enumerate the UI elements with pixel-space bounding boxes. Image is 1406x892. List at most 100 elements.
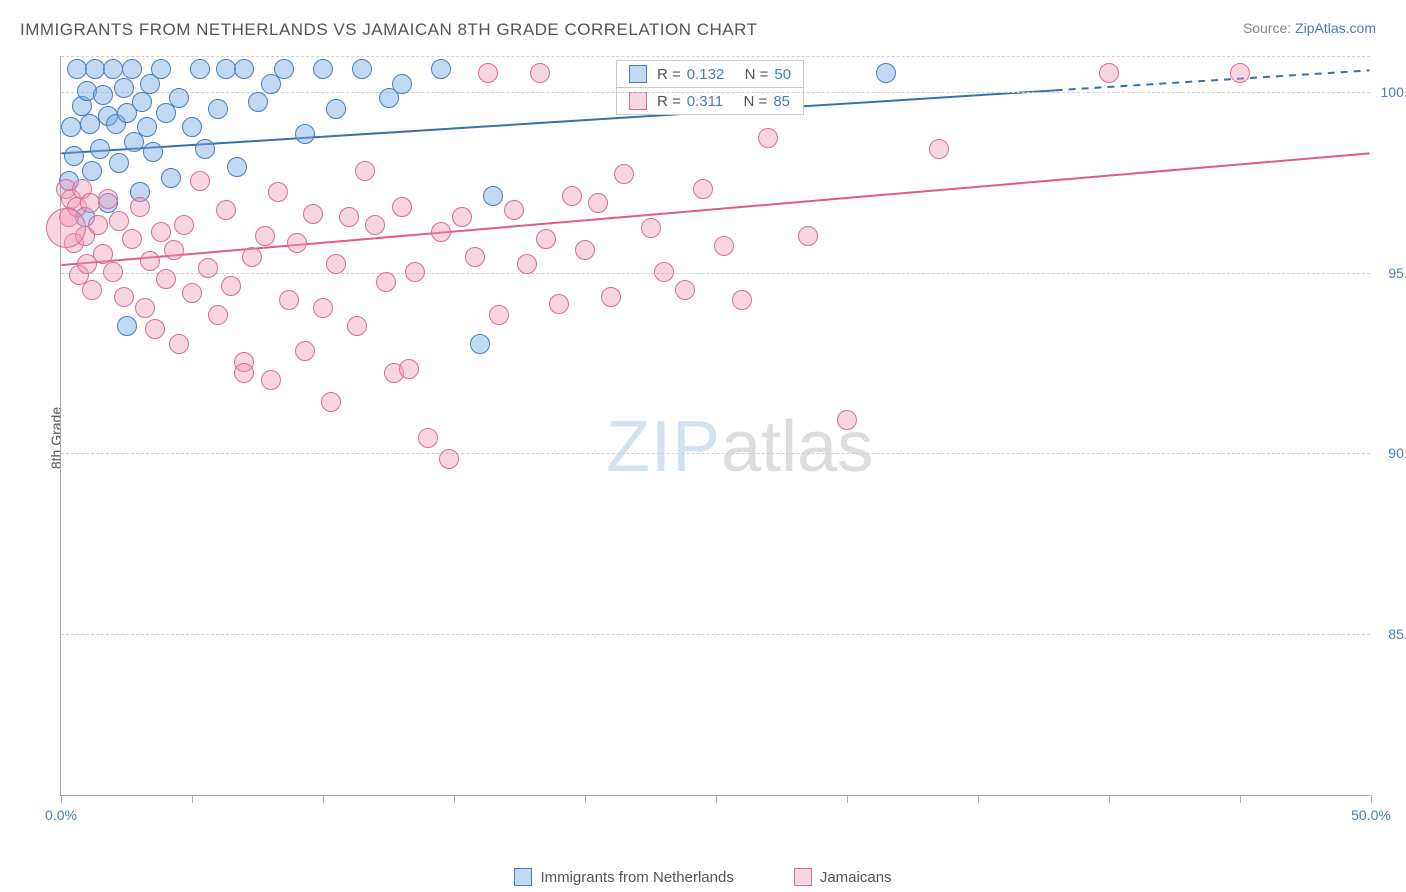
scatter-point [216,200,236,220]
scatter-point [46,208,86,248]
scatter-point [137,117,157,137]
scatter-point [279,290,299,310]
scatter-point [122,229,142,249]
scatter-point [641,218,661,238]
scatter-point [61,117,81,137]
scatter-point [132,92,152,112]
scatter-point [195,139,215,159]
chart-legend: Immigrants from Netherlands Jamaicans [0,868,1406,886]
gridline-h [61,56,1370,57]
series1-r-value: 0.132 [687,66,725,83]
legend-swatch-series2 [794,868,812,886]
scatter-point [365,215,385,235]
scatter-point [355,161,375,181]
scatter-point [255,226,275,246]
scatter-point [287,233,307,253]
scatter-point [1099,63,1119,83]
scatter-point [190,171,210,191]
scatter-point [405,262,425,282]
y-tick-label: 95.0% [1388,265,1406,281]
scatter-point [478,63,498,83]
scatter-point [122,59,142,79]
legend-label-series2: Jamaicans [820,869,892,886]
scatter-point [198,258,218,278]
scatter-point [88,215,108,235]
scatter-point [326,254,346,274]
scatter-point [347,316,367,336]
scatter-point [504,200,524,220]
scatter-point [929,139,949,159]
stats-row-series1: R = 0.132 N = 50 [617,61,803,87]
scatter-point [85,59,105,79]
scatter-point [227,157,247,177]
gridline-h [61,273,1370,274]
scatter-point [248,92,268,112]
scatter-point [216,59,236,79]
scatter-point [483,186,503,206]
scatter-point [837,410,857,430]
x-tick [585,795,586,803]
x-tick [192,795,193,803]
chart-title: IMMIGRANTS FROM NETHERLANDS VS JAMAICAN … [20,20,758,40]
source-link[interactable]: ZipAtlas.com [1295,20,1376,36]
scatter-point [93,85,113,105]
x-tick-label: 0.0% [45,807,77,823]
x-tick [454,795,455,803]
scatter-point [732,290,752,310]
scatter-point [313,59,333,79]
series2-swatch [629,92,647,110]
scatter-point [156,269,176,289]
scatter-point [117,316,137,336]
source-label: Source: [1243,20,1291,36]
stat-n-label: N = [744,93,768,110]
scatter-point [234,363,254,383]
scatter-point [714,236,734,256]
scatter-point [303,204,323,224]
scatter-point [675,280,695,300]
scatter-point [268,182,288,202]
scatter-point [295,341,315,361]
y-tick-label: 100.0% [1381,84,1406,100]
watermark: ZIPatlas [606,406,873,488]
scatter-point [182,117,202,137]
series2-n-value: 85 [773,93,790,110]
scatter-point [208,99,228,119]
scatter-point [164,240,184,260]
scatter-point [326,99,346,119]
scatter-point [143,142,163,162]
gridline-h [61,453,1370,454]
scatter-point [439,449,459,469]
scatter-point [313,298,333,318]
watermark-part1: ZIP [606,407,721,487]
scatter-point [190,59,210,79]
scatter-point [798,226,818,246]
scatter-point [295,124,315,144]
x-tick [978,795,979,803]
scatter-point [392,197,412,217]
scatter-point [174,215,194,235]
scatter-point [588,193,608,213]
legend-item-series2: Jamaicans [794,868,892,886]
scatter-point [151,59,171,79]
scatter-point [530,63,550,83]
x-tick [1240,795,1241,803]
y-tick-label: 90.0% [1388,445,1406,461]
scatter-point [169,88,189,108]
scatter-point [418,428,438,448]
scatter-point [82,280,102,300]
scatter-point [80,193,100,213]
scatter-point [130,197,150,217]
scatter-point [352,59,372,79]
x-tick [716,795,717,803]
scatter-point [82,161,102,181]
scatter-point [109,211,129,231]
scatter-point [169,334,189,354]
scatter-point [135,298,155,318]
trend-lines [61,56,1370,795]
scatter-point [517,254,537,274]
scatter-point [693,179,713,199]
scatter-point [208,305,228,325]
scatter-point [274,59,294,79]
stat-n-label: N = [745,66,769,83]
scatter-point [64,146,84,166]
